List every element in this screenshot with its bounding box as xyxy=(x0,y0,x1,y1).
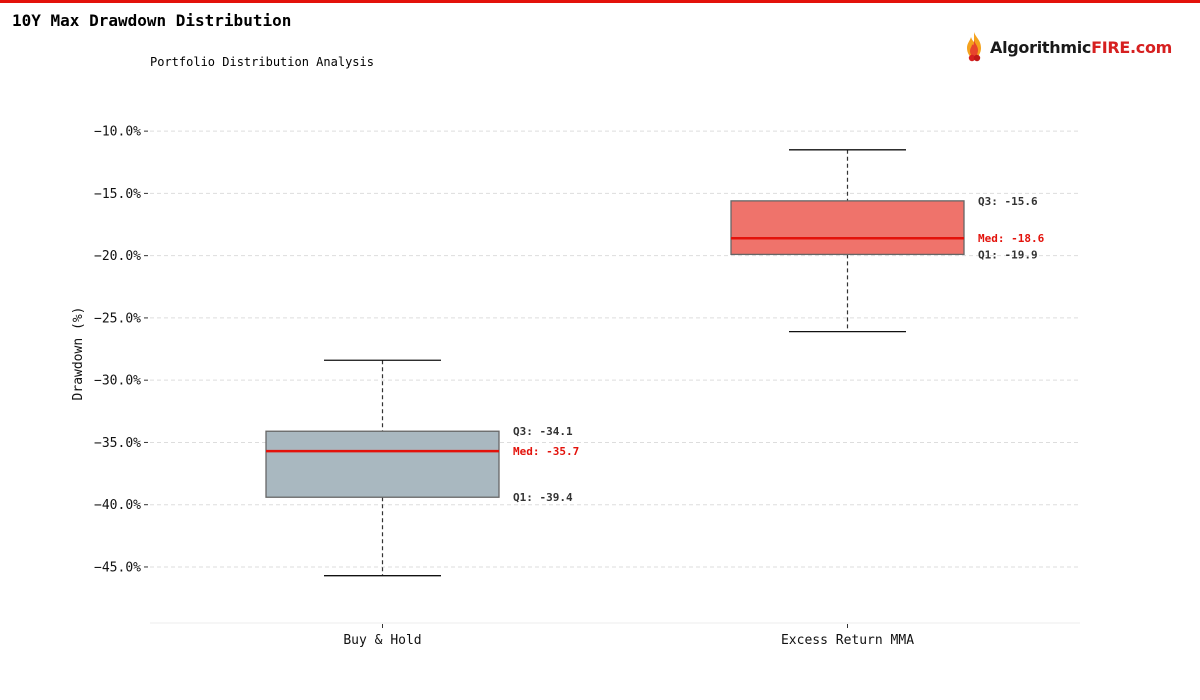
page-title: 10Y Max Drawdown Distribution xyxy=(12,11,292,30)
y-tick-label: −20.0% xyxy=(94,249,141,264)
x-tick-label: Excess Return MMA xyxy=(781,633,914,648)
brand-logo[interactable]: AlgorithmicFIRE.com xyxy=(962,30,1172,64)
q1-label: Q1: -39.4 xyxy=(513,491,573,504)
top-accent-bar xyxy=(0,0,1200,3)
y-tick-label: −25.0% xyxy=(94,311,141,326)
median-label: Med: -35.7 xyxy=(513,445,579,458)
x-tick-label: Buy & Hold xyxy=(343,633,421,648)
y-axis-label: Drawdown (%) xyxy=(71,307,86,401)
brand-name: AlgorithmicFIRE.com xyxy=(990,37,1173,57)
flame-icon xyxy=(967,32,981,62)
y-tick-label: −15.0% xyxy=(94,187,141,202)
q3-label: Q3: -15.6 xyxy=(978,195,1038,208)
y-tick-label: −35.0% xyxy=(94,436,141,451)
y-tick-label: −10.0% xyxy=(94,125,141,140)
y-tick-label: −30.0% xyxy=(94,374,141,389)
median-label: Med: -18.6 xyxy=(978,232,1045,245)
box-iqr xyxy=(730,200,965,256)
y-tick-label: −45.0% xyxy=(94,560,141,575)
chart-subtitle: Portfolio Distribution Analysis xyxy=(150,55,374,69)
y-tick-label: −40.0% xyxy=(94,498,141,513)
q1-label: Q1: -19.9 xyxy=(978,248,1038,261)
box-iqr xyxy=(265,430,500,498)
q3-label: Q3: -34.1 xyxy=(513,425,573,438)
